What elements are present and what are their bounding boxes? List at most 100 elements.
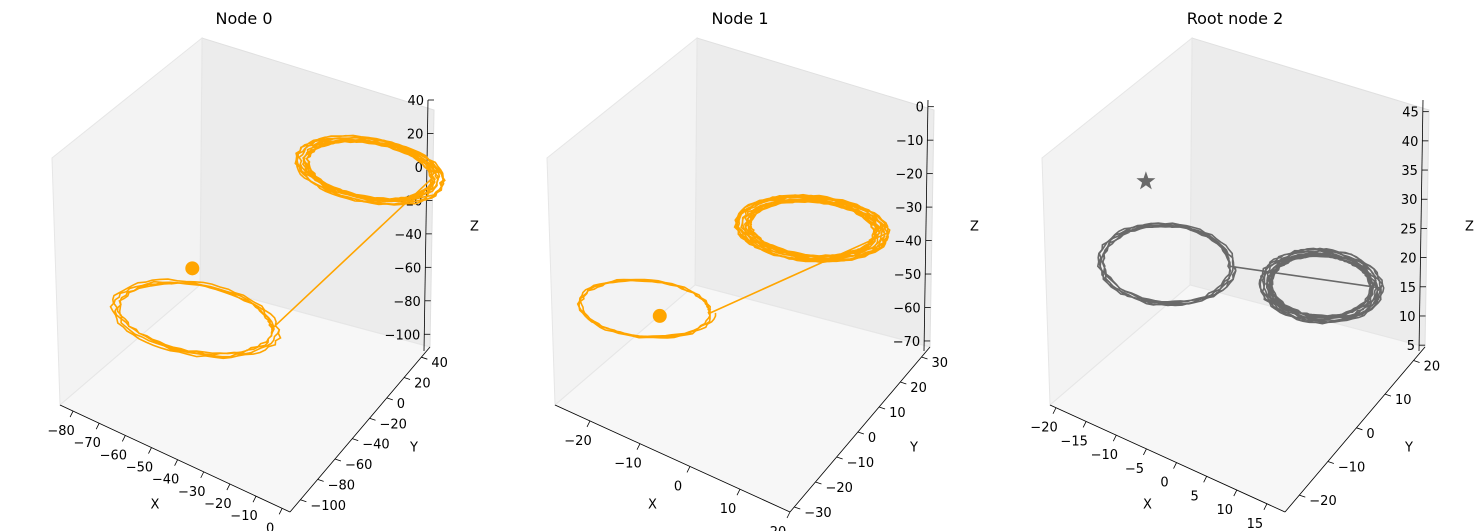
x-tick-mark bbox=[636, 443, 641, 450]
x-tick-label: −10 bbox=[1091, 448, 1118, 463]
z-axis: 5 10 15 20 25 30 35 40 45 Z bbox=[1399, 99, 1474, 354]
x-tick-label: −10 bbox=[230, 509, 257, 524]
start-marker bbox=[185, 261, 200, 276]
x-tick-label: −80 bbox=[47, 424, 74, 439]
y-tick-mark bbox=[386, 397, 393, 401]
x-tick-label: −70 bbox=[73, 436, 100, 451]
x-tick-label: 0 bbox=[1160, 476, 1168, 491]
y-tick-label: 10 bbox=[889, 406, 906, 421]
x-tick-label: −20 bbox=[1030, 421, 1057, 436]
y-tick-mark bbox=[1413, 360, 1420, 363]
y-tick-mark bbox=[352, 438, 359, 442]
x-axis: −20 −10 0 10 20 X bbox=[554, 404, 791, 531]
z-axis: −70 −60 −50 −40 −30 −20 −10 0 Z bbox=[893, 99, 979, 352]
x-tick-label: −20 bbox=[564, 434, 591, 449]
x-axis-label: X bbox=[648, 498, 657, 513]
y-axis-line bbox=[1284, 346, 1426, 513]
z-tick-label: −60 bbox=[893, 301, 920, 316]
x-tick-label: 0 bbox=[266, 521, 274, 531]
subplot-title: Root node 2 bbox=[1187, 9, 1284, 28]
x-tick-mark bbox=[121, 435, 126, 442]
y-tick-mark bbox=[334, 458, 342, 462]
y-tick-label: 0 bbox=[397, 397, 405, 412]
x-tick-mark bbox=[786, 511, 791, 519]
x-axis-label: X bbox=[1143, 498, 1152, 513]
z-tick-label: −40 bbox=[394, 228, 421, 243]
x-tick-mark bbox=[736, 489, 741, 496]
y-tick-label: 40 bbox=[431, 356, 448, 371]
z-tick-label: −50 bbox=[894, 268, 921, 283]
x-tick-label: 10 bbox=[720, 502, 737, 517]
y-tick-mark bbox=[836, 456, 843, 460]
x-tick-mark bbox=[1203, 476, 1208, 483]
y-tick-mark bbox=[300, 499, 307, 503]
x-tick-mark bbox=[148, 447, 152, 454]
y-tick-mark bbox=[921, 356, 928, 360]
x-tick-label: 15 bbox=[1247, 517, 1264, 531]
y-tick-label: 20 bbox=[910, 381, 927, 396]
y-tick-label: −40 bbox=[362, 438, 389, 453]
x-tick-mark bbox=[1233, 489, 1238, 497]
z-tick-label: −10 bbox=[896, 134, 923, 149]
y-tick-label: 10 bbox=[1395, 393, 1412, 408]
y-tick-mark bbox=[794, 506, 801, 510]
y-tick-label: −10 bbox=[847, 456, 874, 471]
y-tick-label: −80 bbox=[328, 478, 355, 493]
y-tick-mark bbox=[421, 356, 428, 360]
y-tick-mark bbox=[403, 377, 411, 380]
z-tick-label: −20 bbox=[895, 168, 922, 183]
y-axis-line bbox=[789, 346, 931, 513]
x-tick-mark bbox=[174, 459, 178, 466]
x-axis-line bbox=[59, 404, 291, 513]
y-tick-label: −20 bbox=[1309, 494, 1336, 509]
z-tick-label: 0 bbox=[415, 161, 423, 176]
x-axis-label: X bbox=[151, 498, 160, 513]
x-tick-label: −50 bbox=[126, 461, 153, 476]
z-tick-label: 15 bbox=[1399, 281, 1416, 296]
z-tick-label: −70 bbox=[893, 335, 920, 350]
x-tick-mark bbox=[95, 423, 100, 430]
y-tick-mark bbox=[369, 417, 376, 421]
y-tick-label: 20 bbox=[1424, 359, 1441, 374]
x-tick-mark bbox=[252, 496, 257, 503]
z-tick-label: −60 bbox=[394, 261, 421, 276]
y-tick-mark bbox=[900, 381, 907, 385]
y-tick-label: 30 bbox=[932, 356, 949, 371]
x-tick-mark bbox=[1082, 421, 1087, 428]
z-tick-label: 45 bbox=[1402, 106, 1419, 121]
y-axis-label: Y bbox=[1404, 441, 1413, 456]
x-tick-mark bbox=[69, 410, 74, 418]
star-marker bbox=[1136, 171, 1156, 190]
x-tick-label: −5 bbox=[1125, 462, 1144, 477]
y-tick-label: −20 bbox=[825, 481, 852, 496]
x-axis-line bbox=[1049, 404, 1286, 513]
z-axis-label: Z bbox=[1465, 220, 1474, 235]
y-axis: −20 −10 0 10 20 Y bbox=[1284, 346, 1441, 513]
z-axis-line bbox=[423, 99, 429, 352]
x-tick-mark bbox=[1052, 407, 1057, 414]
x-tick-label: −30 bbox=[178, 485, 205, 500]
z-tick-label: −80 bbox=[393, 295, 420, 310]
start-marker bbox=[652, 308, 667, 323]
y-tick-mark bbox=[317, 479, 324, 482]
x-tick-mark bbox=[200, 471, 205, 479]
z-tick-label: 40 bbox=[407, 94, 424, 109]
x-tick-mark bbox=[1173, 462, 1177, 469]
x-tick-mark bbox=[1263, 503, 1268, 510]
z-tick-label: 20 bbox=[407, 127, 424, 142]
x-tick-mark bbox=[686, 466, 691, 473]
x-tick-label: −10 bbox=[614, 457, 641, 472]
z-tick-label: 40 bbox=[1402, 135, 1419, 150]
x-tick-label: 20 bbox=[770, 525, 787, 531]
x-tick-label: 10 bbox=[1217, 503, 1234, 518]
x-axis: −80−70−60−50−40−30−20−10 0 X bbox=[47, 404, 291, 531]
y-tick-label: −30 bbox=[804, 506, 831, 521]
z-tick-label: 35 bbox=[1401, 164, 1418, 179]
y-tick-mark bbox=[1299, 494, 1306, 498]
y-tick-mark bbox=[1327, 461, 1334, 464]
subplot-title: Node 1 bbox=[711, 9, 768, 28]
y-axis-line bbox=[289, 346, 431, 513]
